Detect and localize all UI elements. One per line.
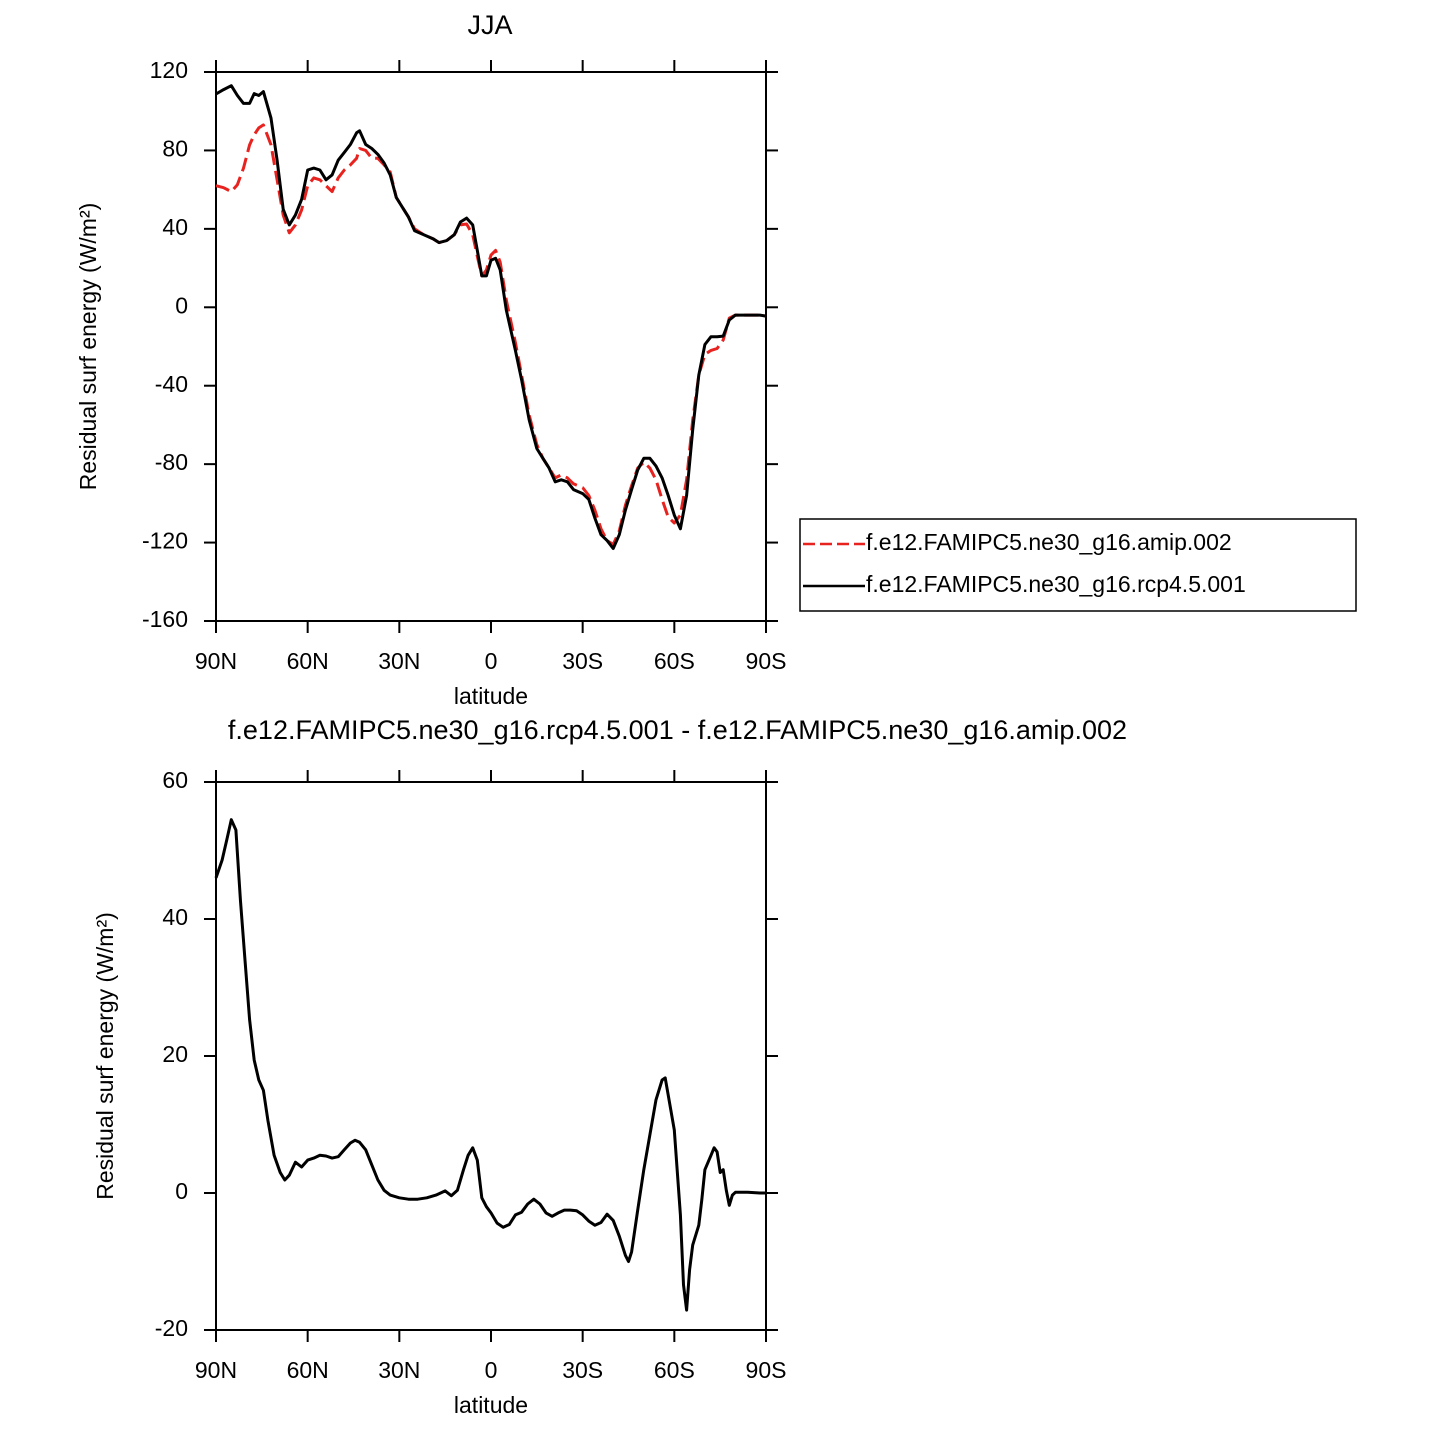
y-tick-label: 40 [162, 904, 188, 930]
data-line [215, 123, 767, 546]
plot-frame [215, 781, 767, 1331]
y-tick-label: -20 [155, 1315, 188, 1341]
x-tick-label: 30S [562, 648, 603, 674]
y-tick-label: -80 [155, 449, 188, 475]
legend-box [799, 518, 1357, 612]
data-line [215, 84, 767, 550]
x-tick-label: 90N [195, 1357, 237, 1383]
x-tick-label: 0 [485, 648, 498, 674]
x-tick-label: 90N [195, 648, 237, 674]
y-axis-label: Residual surf energy (W/m²) [75, 203, 101, 491]
y-tick-label: -160 [142, 606, 188, 632]
chart-title: JJA [467, 10, 512, 40]
x-tick-label: 30S [562, 1357, 603, 1383]
x-tick-label: 90S [746, 1357, 787, 1383]
y-tick-label: 60 [162, 767, 188, 793]
x-tick-label: 60N [287, 1357, 329, 1383]
y-axis-label: Residual surf energy (W/m²) [92, 912, 118, 1200]
plot-frame [215, 71, 767, 622]
y-tick-label: 20 [162, 1041, 188, 1067]
x-axis-label: latitude [454, 1392, 528, 1418]
y-tick-label: 0 [175, 1178, 188, 1204]
chart-title: f.e12.FAMIPC5.ne30_g16.rcp4.5.001 - f.e1… [228, 715, 1127, 745]
x-axis-label: latitude [454, 683, 528, 709]
x-tick-label: 30N [378, 648, 420, 674]
y-tick-label: -120 [142, 528, 188, 554]
y-tick-label: 120 [150, 57, 188, 83]
y-tick-label: 80 [162, 136, 188, 162]
y-tick-label: -40 [155, 371, 188, 397]
y-tick-label: 0 [175, 292, 188, 318]
legend-label: f.e12.FAMIPC5.ne30_g16.rcp4.5.001 [866, 571, 1246, 597]
x-tick-label: 60S [654, 648, 695, 674]
x-tick-label: 30N [378, 1357, 420, 1383]
data-line [214, 818, 766, 1312]
x-tick-label: 0 [485, 1357, 498, 1383]
legend-label: f.e12.FAMIPC5.ne30_g16.amip.002 [866, 529, 1232, 555]
y-tick-label: 40 [162, 214, 188, 240]
x-tick-label: 90S [746, 648, 787, 674]
x-tick-label: 60S [654, 1357, 695, 1383]
x-tick-label: 60N [287, 648, 329, 674]
